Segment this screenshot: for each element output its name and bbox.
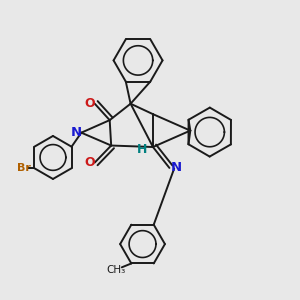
Text: CH₃: CH₃ [107, 265, 126, 275]
Text: H: H [136, 143, 147, 156]
Text: Br: Br [17, 163, 31, 173]
Text: N: N [170, 161, 182, 174]
Text: O: O [84, 97, 95, 110]
Text: N: N [71, 126, 82, 139]
Text: O: O [84, 156, 95, 169]
